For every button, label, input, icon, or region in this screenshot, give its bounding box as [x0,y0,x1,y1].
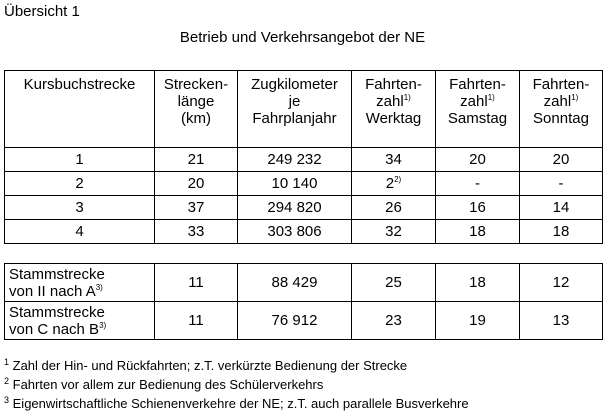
cell: 19 [435,301,520,340]
header-cell: Fahrten-zahl1) Werktag [351,70,436,148]
cell-text: Stammstrecke [9,303,105,321]
table-row: 3 37 294 820 26 16 14 [4,195,603,220]
cell: 21 [154,147,238,172]
cell: 20 [519,147,603,172]
cell: 11 [154,263,238,302]
table-caption: Betrieb und Verkehrsangebot der NE [179,29,426,46]
cell: 1 [4,147,155,172]
header-text: zahl [376,93,404,110]
footnote-text: Eigenwirtschaftliche Schienenverkehre de… [12,396,469,411]
header-text: länge [177,93,215,110]
footnote-ref: 3) [95,282,103,292]
cell: 18 [435,219,520,244]
cell: 13 [519,301,603,340]
cell: - [435,171,520,196]
cell: 14 [519,195,603,220]
header-text: Samstag [447,110,508,127]
footnote-number: 1 [4,357,10,367]
cell: - [519,171,603,196]
header-cell: Strecken-länge (km) [154,70,238,148]
cell-text: von II nach A [9,282,96,300]
cell: 37 [154,195,238,220]
footnote-ref: 1) [487,93,495,102]
footnote-number: 2 [4,376,10,386]
cell: 11 [154,301,238,340]
footnote-ref: 3) [99,320,107,330]
stammstrecke-table: Stammstrecke von II nach A3) 11 88 429 25 18 1… [4,263,603,340]
cell: Stammstrecke von II nach A3) [4,263,155,302]
cell: 18 [435,263,520,302]
cell: 25 [351,263,436,302]
header-text: Fahrten- [365,76,422,93]
header-cell: Fahrten-zahl1) Sonntag [519,70,603,148]
cell-text: von C nach B [9,320,100,338]
footnote-ref: 2) [394,175,402,184]
cell: 76 912 [237,301,352,340]
cell: Stammstrecke von C nach B3) [4,301,155,340]
cell: 16 [435,195,520,220]
header-text: Strecken- [163,76,229,93]
cell: 34 [351,147,436,172]
table-row: 1 21 249 232 34 20 20 [4,147,603,172]
header-row: Kursbuchstrecke Strecken-länge (km) Zugki… [4,70,603,148]
header-text: Fahrten- [449,76,506,93]
main-table: Kursbuchstrecke Strecken-länge (km) Zugki… [4,70,603,244]
table-row: 2 20 10 140 22) - - [4,171,603,196]
footnote-number: 3 [4,395,10,405]
header-text: zahl [460,93,488,110]
header-text: Zugkilometer [251,76,338,93]
table-row: Stammstrecke von C nach B3) 11 76 912 23 19 13 [4,301,603,340]
cell: 88 429 [237,263,352,302]
header-text: zahl [543,93,572,110]
footnote-text: Fahrten vor allem zur Bedienung des Schü… [12,377,324,392]
header-cell: Zugkilometer je Fahrplanjahr [237,70,352,148]
footnote: 1 Zahl der Hin- und Rückfahrten; z.T. ve… [4,357,408,374]
cell: 32 [351,219,436,244]
header-text: Werktag [365,110,422,127]
cell: 249 232 [237,147,352,172]
cell-text: Stammstrecke [9,265,105,283]
footnote: 2 Fahrten vor allem zur Bedienung des Sc… [4,376,324,393]
header-cell: Fahrten-zahl1) Samstag [435,70,520,148]
document-title: Übersicht 1 [4,3,80,20]
footnote-ref: 1) [571,93,579,102]
cell: 3 [4,195,155,220]
cell: 2 [4,171,155,196]
cell: 10 140 [237,171,352,196]
header-cell: Kursbuchstrecke [4,70,155,148]
header-text: Fahrten- [532,76,590,93]
cell: 303 806 [237,219,352,244]
footnote-text: Zahl der Hin- und Rückfahrten; z.T. verk… [12,358,408,373]
cell-value: 2 [385,175,395,192]
cell: 22) [351,171,436,196]
table-row: Stammstrecke von II nach A3) 11 88 429 25 18 1… [4,263,603,302]
header-text: Fahrplanjahr [252,110,337,127]
cell: 20 [154,171,238,196]
cell: 12 [519,263,603,302]
header-text: je [288,93,301,110]
header-text: (km) [181,110,211,127]
header-text: Sonntag [533,110,589,127]
cell: 20 [435,147,520,172]
cell: 33 [154,219,238,244]
cell: 4 [4,219,155,244]
cell: 18 [519,219,603,244]
header-text: Kursbuchstrecke [23,76,136,93]
footnote: 3 Eigenwirtschaftliche Schienenverkehre … [4,395,469,412]
cell: 26 [351,195,436,220]
cell: 23 [351,301,436,340]
footnote-ref: 1) [403,93,411,102]
table-row: 4 33 303 806 32 18 18 [4,219,603,244]
cell: 294 820 [237,195,352,220]
